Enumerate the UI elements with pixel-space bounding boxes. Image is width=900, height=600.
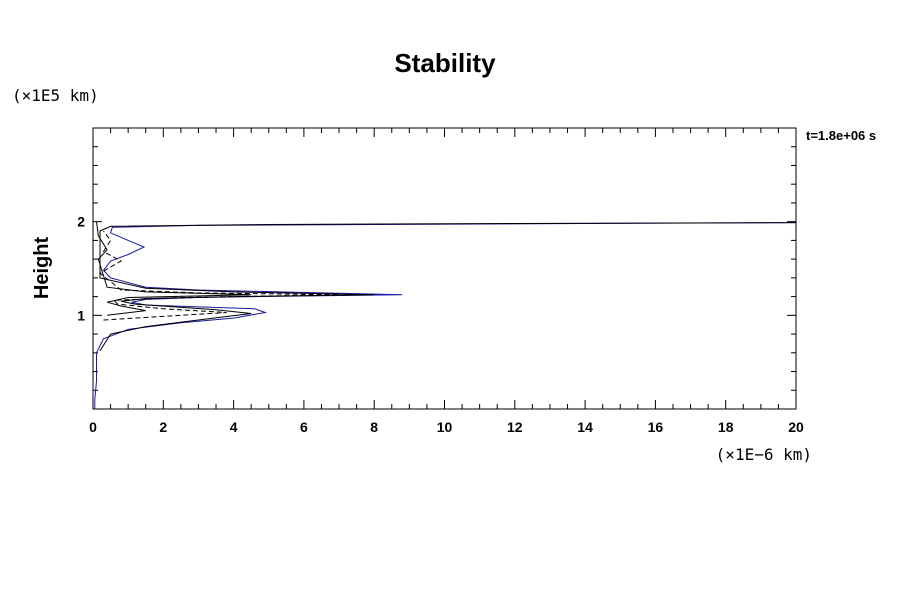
x-tick-label: 20 <box>788 419 804 435</box>
y-tick-label: 2 <box>77 214 85 230</box>
axis-ticks <box>92 127 797 410</box>
series-line-4 <box>96 221 252 316</box>
chart-title: Stability <box>394 48 496 78</box>
series-line-1 <box>94 222 797 409</box>
x-tick-label: 0 <box>89 419 97 435</box>
x-tick-label: 16 <box>648 419 664 435</box>
x-tick-label: 12 <box>507 419 523 435</box>
x-tick-label: 6 <box>300 419 308 435</box>
x-tick-label: 10 <box>437 419 453 435</box>
x-tick-label: 2 <box>159 419 167 435</box>
y-axis-label: Height <box>31 237 53 300</box>
y-tick-label: 1 <box>77 307 85 323</box>
plot-area <box>92 127 797 410</box>
x-unit-label: (×1E−6 km) <box>716 445 812 464</box>
series-line-2 <box>99 222 797 352</box>
x-tick-label: 14 <box>577 419 593 435</box>
time-label: t=1.8e+06 s <box>806 128 876 143</box>
x-tick-label: 4 <box>230 419 238 435</box>
y-unit-label: (×1E5 km) <box>12 86 99 105</box>
x-tick-label: 8 <box>370 419 378 435</box>
series-line-3 <box>99 230 340 321</box>
series-layer <box>94 221 797 409</box>
x-tick-label: 18 <box>718 419 734 435</box>
